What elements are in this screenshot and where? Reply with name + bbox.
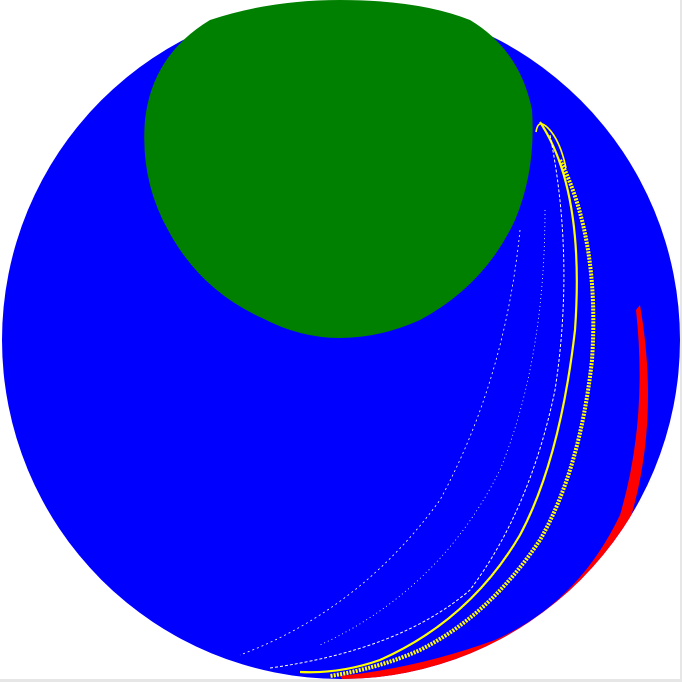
green-region xyxy=(144,0,533,338)
red-crescent-right xyxy=(340,305,648,679)
white-strand-3 xyxy=(319,209,546,646)
yellow-band-outer xyxy=(329,159,596,678)
fractal-bands xyxy=(205,1,648,679)
yellow-curl xyxy=(535,123,567,169)
frame-edge-right xyxy=(680,0,682,682)
white-strand-1 xyxy=(269,134,565,669)
white-strand-2 xyxy=(239,229,521,656)
frame-edge-bottom xyxy=(0,679,682,682)
yellow-band-inner xyxy=(299,121,578,674)
